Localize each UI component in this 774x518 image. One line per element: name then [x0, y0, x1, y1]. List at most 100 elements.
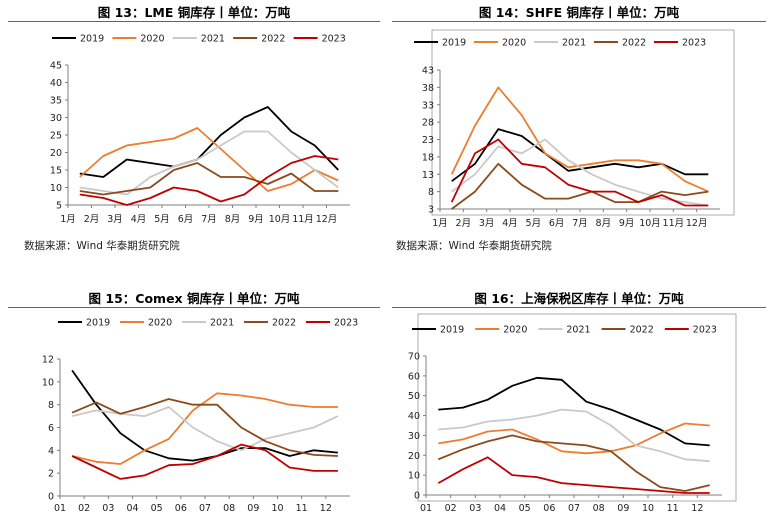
y-tick-label: 3 — [428, 205, 434, 216]
x-tick-label: 08 — [223, 503, 235, 514]
x-tick-label: 7月 — [572, 218, 588, 229]
x-tick-label: 07 — [199, 503, 211, 514]
plot-border — [431, 29, 735, 216]
source-note: 数据来源：Wind 华泰期货研究院 — [396, 240, 552, 252]
x-tick-label: 01 — [420, 503, 432, 514]
y-tick-label: 30 — [50, 113, 62, 124]
y-tick-label: 45 — [50, 61, 62, 72]
y-tick-label: 25 — [50, 131, 62, 142]
legend-label: 2019 — [440, 325, 464, 336]
legend-label: 2020 — [502, 38, 526, 49]
x-tick-label: 02 — [78, 503, 90, 514]
x-tick-label: 7月 — [201, 214, 217, 225]
chart-panel-shanghai-bonded: 图 16：上海保税区库存丨单位：万吨 0 10 20 30 40 50 60 70 01 02 03… — [392, 286, 766, 518]
legend-label: 2020 — [140, 34, 164, 45]
series-line-2020 — [71, 392, 338, 465]
y-tick-label: 20 — [50, 148, 62, 159]
chart-title: 图 13：LME 铜库存丨单位：万吨 — [97, 5, 291, 20]
plot-border — [417, 313, 737, 502]
series-line-2022 — [71, 398, 338, 457]
legend-label: 2022 — [622, 38, 646, 49]
legend-label: 2021 — [562, 38, 586, 49]
y-tick-label: 15 — [50, 166, 62, 177]
series-line-2020 — [450, 86, 709, 193]
x-tick-label: 05 — [151, 503, 163, 514]
x-tick-label: 8月 — [596, 218, 612, 229]
y-tick-label: 12 — [42, 355, 54, 366]
series-line-2021 — [451, 138, 709, 207]
legend-label: 2021 — [566, 325, 590, 336]
x-tick-label: 10 — [642, 503, 654, 514]
y-tick-label: 13 — [422, 170, 434, 181]
legend-label: 2022 — [630, 325, 654, 336]
x-tick-label: 05 — [519, 503, 531, 514]
y-tick-label: 70 — [408, 352, 420, 363]
y-tick-label: 33 — [422, 100, 434, 111]
chart-panel-lme: 图 13：LME 铜库存丨单位：万吨 5 10 15 20 25 30 35 40 45 1月 2月… — [8, 0, 380, 258]
y-tick-label: 0 — [414, 491, 420, 502]
chart-title: 图 14：SHFE 铜库存丨单位：万吨 — [478, 5, 680, 20]
y-tick-label: 40 — [50, 78, 62, 89]
y-tick-label: 28 — [422, 118, 434, 129]
legend-label: 2020 — [503, 325, 527, 336]
x-tick-label: 07 — [568, 503, 580, 514]
legend-label: 2021 — [210, 318, 234, 329]
x-tick-label: 04 — [494, 503, 506, 514]
y-tick-label: 43 — [422, 66, 434, 77]
x-tick-label: 02 — [445, 503, 457, 514]
series-line-2021 — [79, 130, 339, 196]
source-note: 数据来源：Wind 华泰期货研究院 — [24, 240, 180, 252]
x-tick-label: 3月 — [479, 218, 495, 229]
x-tick-label: 10月 — [269, 214, 291, 225]
x-tick-label: 11月 — [663, 218, 685, 229]
y-tick-label: 8 — [48, 400, 54, 411]
y-tick-label: 18 — [422, 152, 434, 163]
legend-label: 2022 — [272, 318, 296, 329]
x-tick-label: 12月 — [316, 214, 338, 225]
x-tick-label: 8月 — [225, 214, 241, 225]
series-line-2019 — [71, 369, 338, 462]
series-line-2023 — [450, 138, 709, 207]
series-line-2022 — [437, 434, 710, 492]
x-tick-label: 6月 — [178, 214, 194, 225]
x-tick-label: 2月 — [456, 218, 472, 229]
x-tick-label: 4月 — [131, 214, 147, 225]
x-tick-label: 3月 — [107, 214, 123, 225]
x-tick-label: 09 — [247, 503, 259, 514]
series-line-2019 — [438, 376, 710, 447]
y-tick-label: 40 — [408, 411, 420, 422]
x-tick-label: 6月 — [549, 218, 565, 229]
y-tick-label: 10 — [50, 183, 62, 194]
y-tick-label: 60 — [408, 371, 420, 382]
legend-label: 2021 — [201, 34, 225, 45]
y-tick-label: 35 — [50, 96, 62, 107]
series-line-2019 — [451, 128, 709, 182]
y-tick-label: 38 — [422, 83, 434, 94]
x-tick-label: 01 — [54, 503, 66, 514]
x-tick-label: 5月 — [154, 214, 170, 225]
x-tick-label: 11 — [667, 503, 679, 514]
y-tick-label: 2 — [48, 469, 54, 480]
x-tick-label: 10 — [271, 503, 283, 514]
x-tick-label: 11月 — [292, 214, 314, 225]
y-tick-label: 6 — [48, 423, 54, 434]
legend-label: 2023 — [334, 318, 358, 329]
x-tick-label: 5月 — [526, 218, 542, 229]
chart-panel-shfe: 图 14：SHFE 铜库存丨单位：万吨 3 8 13 18 23 28 33 38 43 1月 2月… — [392, 0, 766, 258]
x-tick-label: 12 — [691, 503, 703, 514]
legend-label: 2023 — [682, 38, 706, 49]
legend-label: 2019 — [80, 34, 104, 45]
x-tick-label: 06 — [175, 503, 187, 514]
y-tick-label: 20 — [408, 451, 420, 462]
x-tick-label: 9月 — [619, 218, 635, 229]
series-line-2023 — [437, 456, 710, 494]
chart-panel-comex: 图 15：Comex 铜库存丨单位：万吨 0 2 4 6 8 10 12 01 02 03 04 05… — [8, 286, 380, 518]
x-tick-label: 2月 — [84, 214, 100, 225]
y-tick-label: 30 — [408, 431, 420, 442]
series-line-2022 — [79, 162, 339, 196]
x-tick-label: 11 — [296, 503, 308, 514]
series-line-2020 — [79, 127, 339, 192]
x-tick-label: 04 — [126, 503, 138, 514]
y-tick-label: 5 — [56, 201, 62, 212]
